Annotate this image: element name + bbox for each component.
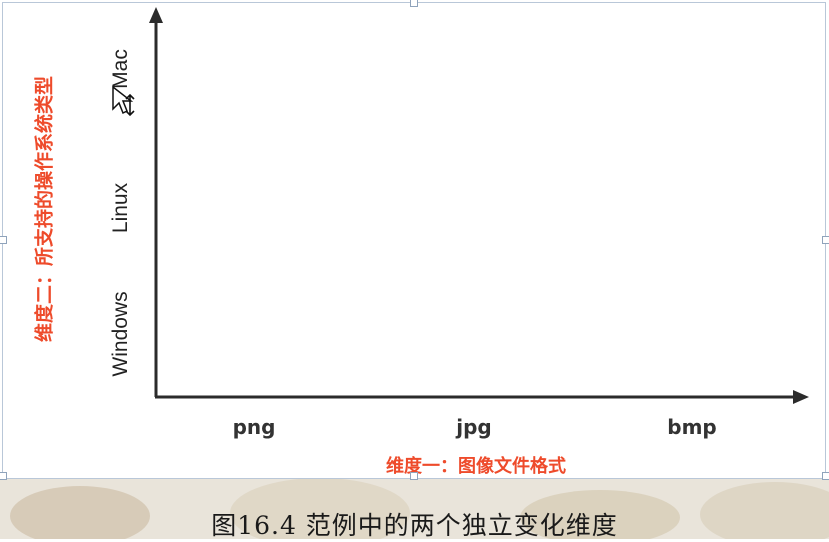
background-illustration <box>0 478 829 539</box>
selection-handle[interactable] <box>0 236 7 244</box>
selection-handle[interactable] <box>822 236 829 244</box>
selection-handle[interactable] <box>822 472 829 480</box>
selection-handle[interactable] <box>410 472 418 480</box>
x-axis-arrow <box>793 390 809 404</box>
selection-handle[interactable] <box>0 472 7 480</box>
axes <box>149 7 809 404</box>
selection-handle[interactable] <box>410 0 418 7</box>
figure-caption: 图16.4 范例中的两个独立变化维度 <box>211 511 618 540</box>
diagram-frame[interactable]: 维度二：所支持的操作系统类型 Windows Linux Mac png jpg… <box>2 2 826 479</box>
move-cursor-icon <box>112 85 135 117</box>
y-axis-arrow <box>149 7 163 23</box>
